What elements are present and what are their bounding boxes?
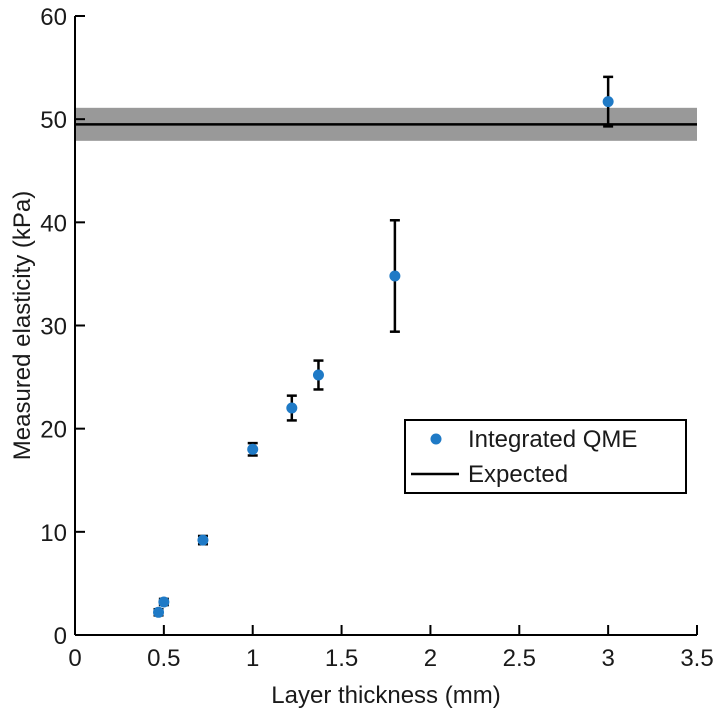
data-point <box>286 402 298 414</box>
x-tick-label: 2.5 <box>503 645 536 672</box>
y-tick-label: 50 <box>40 107 67 134</box>
x-axis-label: Layer thickness (mm) <box>271 682 500 709</box>
x-tick-label: 3.5 <box>680 645 713 672</box>
x-ticks: 0 0.5 1 1.5 2 2.5 3 3.5 <box>68 625 714 672</box>
data-point <box>602 96 614 108</box>
legend-label-integrated-qme: Integrated QME <box>468 426 637 453</box>
y-axis-label: Measured elasticity (kPa) <box>9 191 36 460</box>
error-bars <box>153 75 614 617</box>
x-tick-label: 3 <box>601 645 614 672</box>
legend-box <box>404 419 687 494</box>
y-tick-label: 30 <box>40 314 67 341</box>
data-point <box>197 534 209 546</box>
y-tick-label: 10 <box>40 520 67 547</box>
data-point <box>153 606 165 618</box>
legend-label-expected: Expected <box>468 461 568 488</box>
y-tick-label: 60 <box>40 4 67 31</box>
data-point <box>312 369 324 381</box>
y-tick-label: 20 <box>40 417 67 444</box>
x-tick-label: 0.5 <box>147 645 180 672</box>
x-tick-label: 1.5 <box>325 645 358 672</box>
data-points <box>153 96 614 618</box>
data-point <box>158 596 170 608</box>
axes: 0 0.5 1 1.5 2 2.5 3 3.5 0 10 20 30 40 50 60 <box>40 4 713 672</box>
data-point <box>247 443 259 455</box>
legend-marker-integrated-qme <box>430 433 442 445</box>
y-tick-label: 40 <box>40 210 67 237</box>
legend: Integrated QME Expected <box>404 419 687 494</box>
y-ticks: 0 10 20 30 40 50 60 <box>40 4 85 650</box>
x-tick-label: 1 <box>246 645 259 672</box>
x-tick-label: 2 <box>424 645 437 672</box>
y-tick-label: 0 <box>54 623 67 650</box>
x-tick-label: 0 <box>68 645 81 672</box>
data-point <box>389 270 401 282</box>
